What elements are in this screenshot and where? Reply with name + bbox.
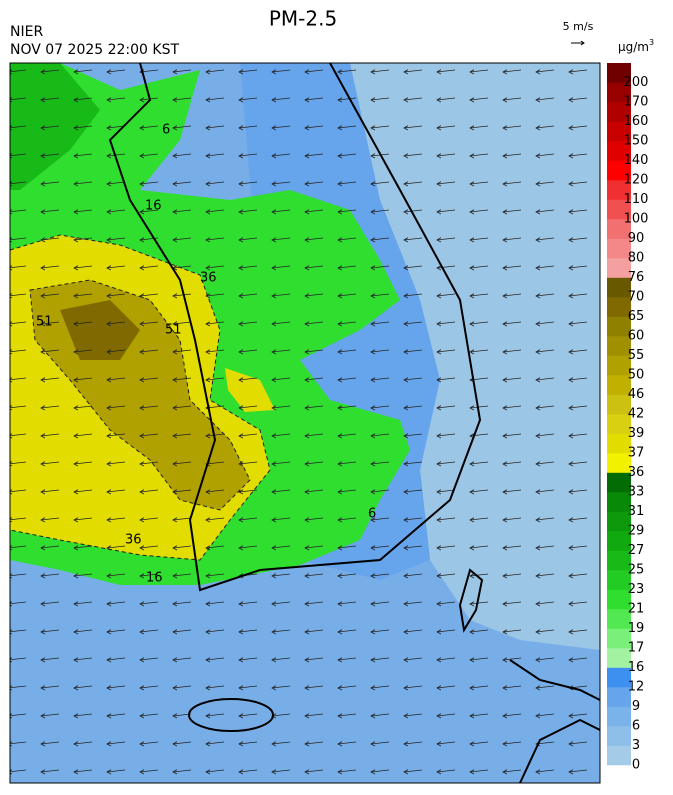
colorbar-label: 12 <box>628 680 645 695</box>
colorbar: 0369121617192123252729313336373942465055… <box>607 63 648 773</box>
colorbar-segment <box>607 219 631 239</box>
map: 6 16 36 51 51 36 16 6 <box>10 63 600 783</box>
wind-scale-label: 5 m/s <box>563 20 594 33</box>
colorbar-label: 42 <box>628 407 645 422</box>
colorbar-label: 25 <box>628 563 645 578</box>
colorbar-segment <box>607 414 631 434</box>
coastline <box>108 63 600 783</box>
agency: NIER <box>10 24 43 40</box>
contour-label: 51 <box>36 315 53 330</box>
colorbar-label: 150 <box>624 134 649 149</box>
wind-scale-arrow <box>571 40 585 46</box>
colorbar-label: 6 <box>632 719 640 734</box>
colorbar-label: 50 <box>628 368 645 383</box>
colorbar-segment <box>607 394 631 415</box>
colorbar-segment <box>607 433 631 454</box>
colorbar-segment <box>607 726 631 746</box>
colorbar-label: 0 <box>632 758 640 773</box>
contour-label: 51 <box>165 323 182 338</box>
colorbar-segment <box>607 63 631 83</box>
colorbar-segment <box>607 375 631 395</box>
colorbar-label: 9 <box>632 699 640 714</box>
wind-arrows <box>10 63 600 783</box>
colorbar-label: 200 <box>624 75 649 90</box>
colorbar-segment <box>607 297 631 317</box>
colorbar-segment <box>607 687 631 707</box>
colorbar-segment <box>607 160 631 181</box>
map-frame <box>9 62 601 784</box>
colorbar-segment <box>607 355 631 376</box>
colorbar-segment <box>607 511 631 532</box>
unit-sup: 3 <box>649 38 654 47</box>
colorbar-label: 170 <box>624 95 649 110</box>
colorbar-segment <box>607 316 631 337</box>
colorbar-label: 80 <box>628 251 645 266</box>
colorbar-segment <box>607 277 631 298</box>
colorbar-label: 160 <box>624 114 649 129</box>
colorbar-label: 100 <box>624 212 649 227</box>
colorbar-segment <box>607 667 631 688</box>
colorbar-segment <box>607 199 631 220</box>
contour-label: 36 <box>125 533 142 548</box>
timestamp: NOV 07 2025 22:00 KST <box>10 42 179 58</box>
contour-label: 6 <box>368 507 376 522</box>
colorbar-segment <box>607 745 631 766</box>
colorbar-label: 36 <box>628 465 645 480</box>
colorbar-segment <box>607 492 631 512</box>
colorbar-segment <box>607 472 631 493</box>
colorbar-label: 16 <box>628 660 645 675</box>
colorbar-label: 23 <box>628 582 645 597</box>
colorbar-segment <box>607 82 631 103</box>
colorbar-label: 65 <box>628 309 645 324</box>
colorbar-label: 3 <box>632 738 640 753</box>
contours <box>10 234 271 561</box>
colorbar-segment <box>607 609 631 629</box>
colorbar-label: 39 <box>628 426 645 441</box>
colorbar-label: 33 <box>628 485 645 500</box>
colorbar-segment <box>607 706 631 727</box>
contour-label: 6 <box>162 123 170 138</box>
colorbar-label: 140 <box>624 153 649 168</box>
colorbar-segment <box>607 628 631 649</box>
colorbar-segment <box>607 180 631 200</box>
unit-base: µg/m <box>618 40 649 54</box>
colorbar-segment <box>607 550 631 571</box>
colorbar-label: 76 <box>628 270 645 285</box>
colorbar-segment <box>607 121 631 142</box>
colorbar-segment <box>607 141 631 161</box>
colorbar-label: 110 <box>624 192 649 207</box>
colorbar-segment <box>607 336 631 356</box>
colorbar-label: 21 <box>628 602 645 617</box>
colorbar-segment <box>607 102 631 122</box>
colorbar-label: 27 <box>628 543 645 558</box>
colorbar-segment <box>607 648 631 668</box>
colorbar-label: 29 <box>628 524 645 539</box>
colorbar-segment <box>607 258 631 278</box>
colorbar-segment <box>607 453 631 473</box>
contour-label: 16 <box>146 571 163 586</box>
colorbar-label: 46 <box>628 387 645 402</box>
colorbar-label: 90 <box>628 231 645 246</box>
colorbar-label: 120 <box>624 173 649 188</box>
colorbar-segment <box>607 589 631 610</box>
colorbar-label: 19 <box>628 621 645 636</box>
contour-label: 16 <box>145 199 162 214</box>
colorbar-label: 60 <box>628 329 645 344</box>
colorbar-label: 31 <box>628 504 645 519</box>
title: PM-2.5 <box>269 7 337 31</box>
colorbar-label: 17 <box>628 641 645 656</box>
colorbar-label: 70 <box>628 290 645 305</box>
colorbar-segment <box>607 238 631 259</box>
contour-label: 36 <box>200 271 217 286</box>
unit-label: µg/m3 <box>618 38 654 54</box>
colorbar-label: 37 <box>628 446 645 461</box>
contour-labels: 6 16 36 51 51 36 16 6 <box>36 123 376 586</box>
colorbar-segment <box>607 570 631 590</box>
colorbar-label: 55 <box>628 348 645 363</box>
colorbar-segment <box>607 531 631 551</box>
